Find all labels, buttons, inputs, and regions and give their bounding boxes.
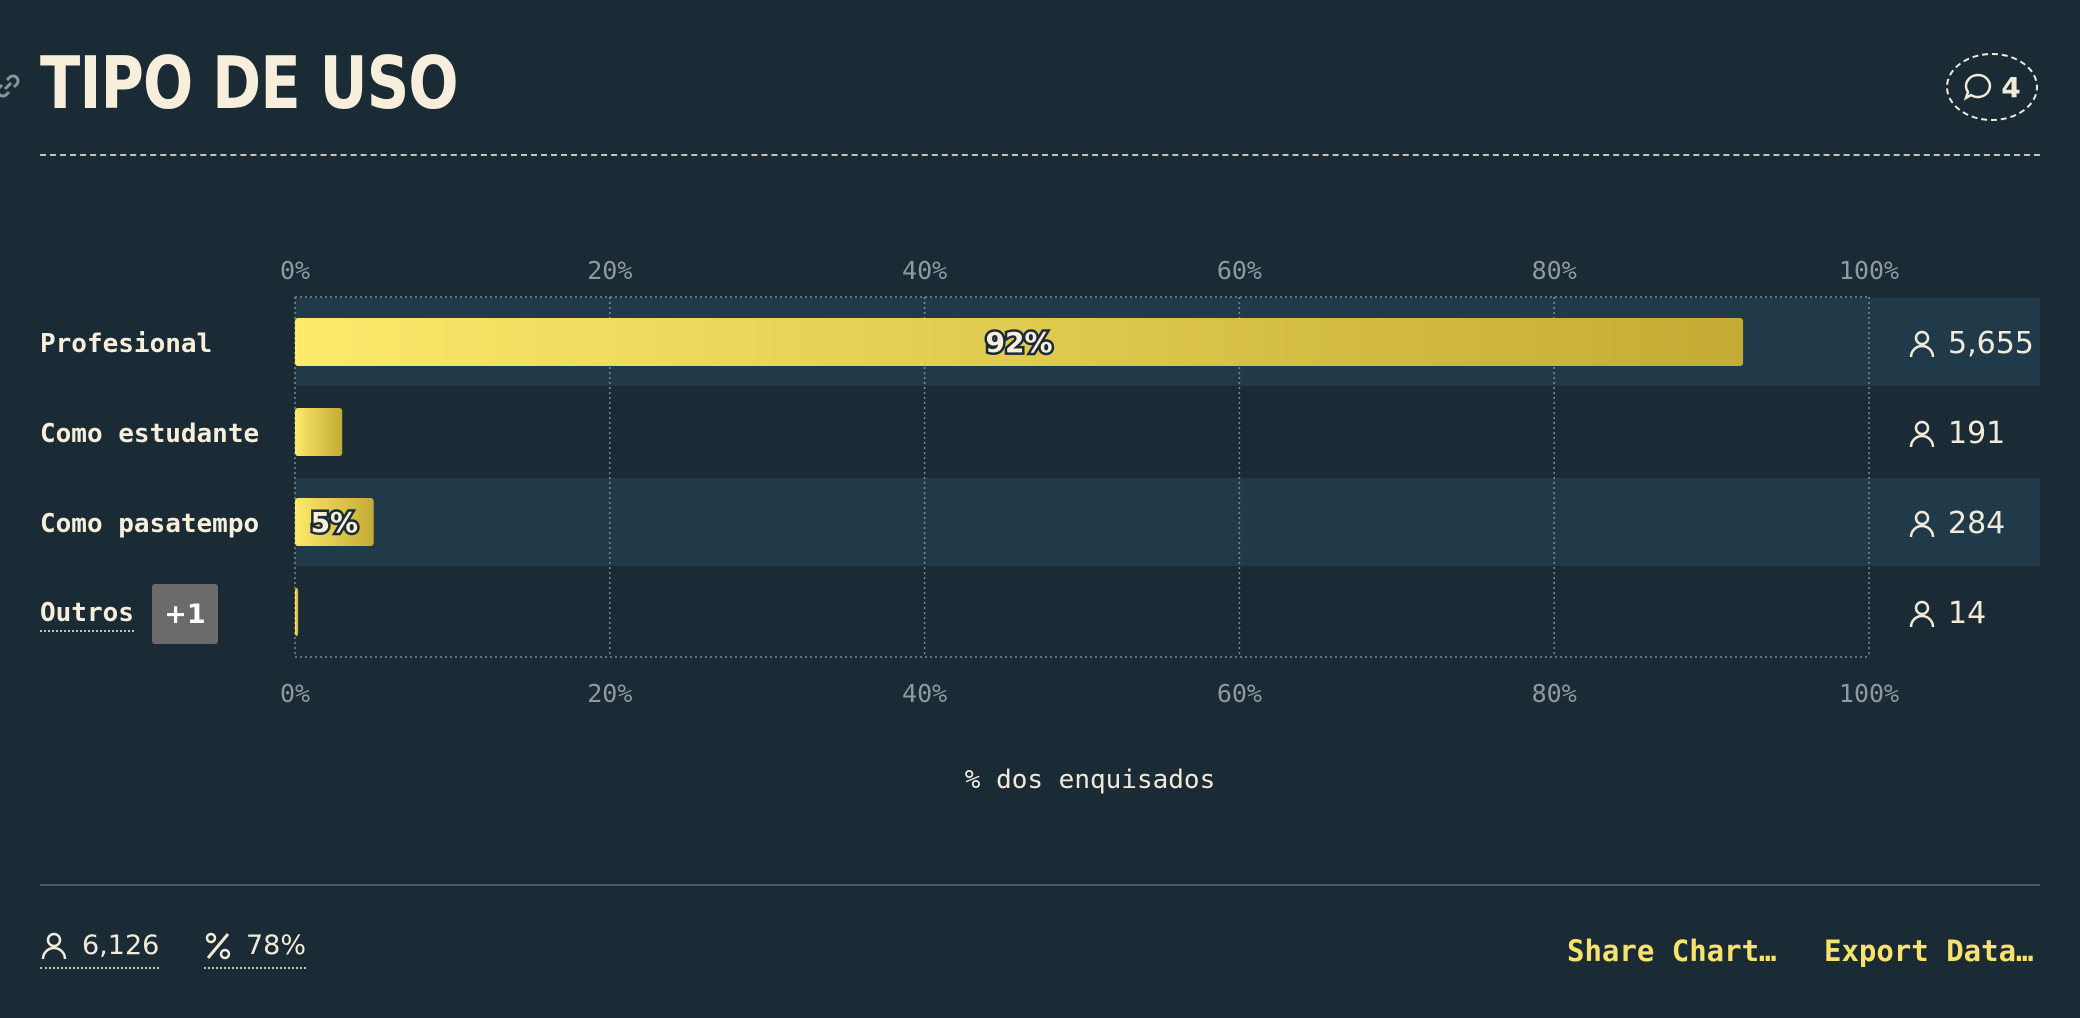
count-value: 284 xyxy=(1948,506,2006,541)
count-outros: 14 xyxy=(1908,597,1986,631)
bar xyxy=(295,408,343,456)
x-tick-label-bottom: 100% xyxy=(1839,679,1899,708)
x-tick-label-top: 100% xyxy=(1839,256,1899,285)
x-tick-label-top: 40% xyxy=(902,256,947,285)
x-axis-title: % dos enquisados xyxy=(964,765,1216,795)
bar-value-label: 92% xyxy=(986,326,1053,359)
comment-count: 4 xyxy=(2001,70,2021,104)
export-data-button[interactable]: Export Data… xyxy=(1824,934,2034,968)
person-icon xyxy=(1909,510,1935,538)
link-icon[interactable] xyxy=(0,72,22,100)
x-tick-label-bottom: 40% xyxy=(902,679,947,708)
row-highlight xyxy=(295,478,2040,566)
header-divider xyxy=(40,154,2040,156)
percent-respondents[interactable]: 78% xyxy=(204,930,307,969)
share-chart-button[interactable]: Share Chart… xyxy=(1567,934,1777,968)
person-icon xyxy=(41,932,67,959)
comments-button[interactable]: 4 xyxy=(1946,53,2038,121)
person-icon xyxy=(1909,330,1935,358)
percent-icon xyxy=(205,932,231,959)
total-respondents-value: 6,126 xyxy=(82,930,160,961)
person-icon xyxy=(1909,600,1935,628)
x-tick-label-top: 60% xyxy=(1217,256,1262,285)
category-label-como-estudante: Como estudante xyxy=(40,419,260,449)
x-tick-label-bottom: 20% xyxy=(587,679,632,708)
bar xyxy=(295,498,374,546)
count-value: 191 xyxy=(1948,416,2006,451)
category-label-como-pasatempo: Como pasatempo xyxy=(40,509,260,539)
more-categories-badge[interactable]: +1 xyxy=(152,584,218,644)
page-title: TIPO DE USO xyxy=(40,41,459,125)
x-tick-label-bottom: 0% xyxy=(280,679,310,708)
x-tick-label-bottom: 60% xyxy=(1217,679,1262,708)
category-label-outros[interactable]: Outros xyxy=(40,596,134,632)
bar-value-label: 5% xyxy=(311,506,359,539)
count-value: 5,655 xyxy=(1948,326,2034,361)
bar xyxy=(295,588,299,636)
count-como-pasatempo: 284 xyxy=(1908,507,2005,541)
person-icon xyxy=(1909,420,1935,448)
total-respondents[interactable]: 6,126 xyxy=(40,930,160,969)
bar xyxy=(295,318,1744,366)
count-como-estudante: 191 xyxy=(1908,417,2005,451)
x-tick-label-top: 80% xyxy=(1532,256,1577,285)
x-tick-label-bottom: 80% xyxy=(1532,679,1577,708)
comment-icon xyxy=(1963,73,1992,101)
percent-respondents-value: 78% xyxy=(246,930,307,961)
category-label-profesional: Profesional xyxy=(40,329,213,359)
count-value: 14 xyxy=(1948,596,1987,631)
count-profesional: 5,655 xyxy=(1908,327,2034,361)
x-tick-label-top: 20% xyxy=(587,256,632,285)
x-tick-label-top: 0% xyxy=(280,256,310,285)
footer-divider xyxy=(40,884,2040,886)
